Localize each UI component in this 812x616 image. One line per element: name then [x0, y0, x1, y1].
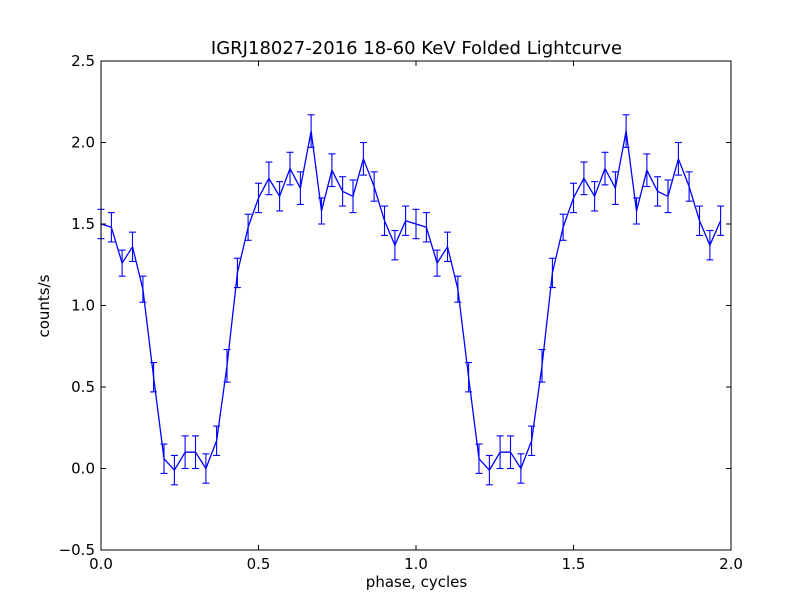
data-point-errorbar [213, 425, 221, 457]
data-point-errorbar [538, 348, 546, 383]
data-point-errorbar [559, 213, 567, 241]
y-tick-label: 1.0 [71, 297, 95, 315]
data-point-errorbar [570, 182, 577, 214]
data-point-errorbar [485, 454, 493, 486]
data-point-errorbar [391, 229, 399, 261]
data-point-errorbar [139, 275, 147, 303]
data-point-errorbar [507, 435, 514, 470]
data-point-errorbar [611, 171, 619, 205]
data-point-errorbar [328, 153, 336, 188]
data-point-errorbar [265, 161, 273, 196]
data-point-errorbar [674, 141, 682, 176]
data-point-errorbar [685, 171, 693, 202]
data-point-errorbar [528, 425, 536, 457]
data-point-errorbar [381, 205, 388, 236]
data-point-errorbar [664, 179, 672, 214]
data-point-errorbar [402, 205, 410, 236]
axis-ticks: 0.0 0.5 1.0 1.5 2.0−0.50.00.51.01.52.02.5 [59, 52, 743, 573]
y-axis-label: counts/s [35, 274, 53, 337]
y-tick-label: −0.5 [59, 541, 95, 559]
data-point-errorbar [359, 141, 367, 176]
x-tick-label: 1.0 [404, 555, 428, 573]
data-point-errorbar [433, 249, 441, 277]
data-point-errorbar [633, 197, 640, 225]
data-point-errorbar [233, 257, 241, 289]
data-point-errorbar [170, 454, 178, 486]
data-point-errorbar [150, 361, 158, 393]
data-point-errorbar [181, 435, 189, 470]
data-point-errorbar [517, 453, 525, 484]
data-point-errorbar [339, 176, 347, 207]
data-point-errorbar [129, 231, 136, 263]
data-point-errorbar [318, 197, 325, 225]
data-point-errorbar [296, 171, 304, 205]
data-point-errorbar [255, 182, 262, 214]
data-point-errorbar [307, 114, 315, 148]
data-point-errorbar [349, 179, 357, 214]
data-point-errorbar [465, 361, 473, 393]
data-point-errorbar [696, 205, 703, 236]
data-point-errorbar [118, 249, 126, 277]
chart-title: IGRJ18027-2016 18-60 KeV Folded Lightcur… [211, 38, 622, 59]
data-point-errorbar [107, 212, 115, 243]
x-tick-label: 2.0 [719, 555, 743, 573]
data-point-errorbar [654, 176, 662, 207]
data-point-errorbar [454, 275, 462, 303]
y-tick-label: 2.5 [71, 52, 95, 70]
data-point-errorbar [580, 161, 588, 196]
data-point-errorbar [643, 153, 651, 188]
data-point-errorbar [202, 453, 210, 484]
plot-area [97, 114, 725, 486]
x-tick-label: 0.5 [247, 555, 271, 573]
data-point-errorbar [496, 435, 504, 470]
y-tick-label: 1.5 [71, 215, 95, 233]
data-point-errorbar [601, 151, 609, 186]
x-axis-label: phase, cycles [366, 573, 468, 591]
data-point-errorbar [412, 208, 420, 240]
y-tick-label: 2.0 [71, 134, 95, 152]
data-point-errorbar [706, 229, 714, 261]
data-point-errorbar [192, 435, 199, 470]
data-point-errorbar [223, 348, 231, 383]
data-point-errorbar [244, 213, 252, 241]
y-tick-label: 0.0 [71, 460, 95, 478]
data-point-errorbar [591, 181, 599, 212]
x-tick-label: 0.0 [89, 555, 113, 573]
data-point-errorbar [286, 151, 294, 186]
data-point-errorbar [370, 171, 378, 202]
data-point-errorbar [160, 443, 168, 474]
data-point-errorbar [444, 231, 451, 263]
data-point-errorbar [548, 257, 556, 289]
data-point-errorbar [475, 443, 483, 474]
data-point-errorbar [717, 205, 725, 236]
x-tick-label: 1.5 [562, 555, 586, 573]
data-point-errorbar [622, 114, 630, 148]
data-point-errorbar [422, 212, 430, 243]
series-line [100, 130, 722, 471]
y-tick-label: 0.5 [71, 378, 95, 396]
data-point-errorbar [276, 181, 284, 212]
